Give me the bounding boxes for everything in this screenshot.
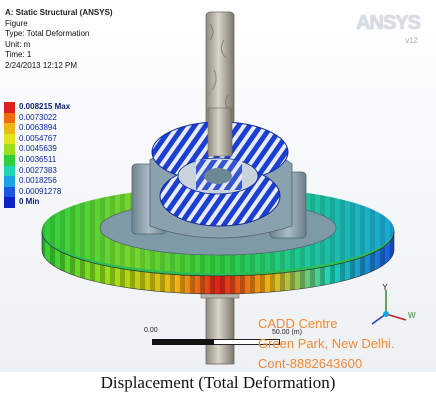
info-line-time: Time: 1 xyxy=(5,50,32,59)
legend-swatch xyxy=(4,165,15,177)
legend-label: 0.00091278 xyxy=(19,186,62,196)
legend-label: 0.0045639 xyxy=(19,144,57,154)
legend-swatch xyxy=(4,176,15,187)
legend-swatch xyxy=(4,123,15,134)
info-line-figure: Figure xyxy=(5,18,28,28)
legend-swatch xyxy=(4,186,15,198)
info-line-type: Type: Total Deformation xyxy=(5,29,90,38)
legend-label: 0.0054767 xyxy=(19,133,57,143)
watermark-line: Cont-8882643600 xyxy=(258,356,363,371)
watermark-line: Green Park, New Delhi. xyxy=(258,336,395,351)
info-line-date: 2/24/2013 12:12 PM xyxy=(5,60,78,70)
legend-label: 0.0063894 xyxy=(19,123,57,133)
legend-label: 0.0027383 xyxy=(19,165,57,175)
axis-triad[interactable]: Y W xyxy=(364,284,416,334)
legend-label: 0.0073022 xyxy=(19,112,57,122)
legend-swatch xyxy=(4,154,15,166)
legend-label-max: 0.008215 Max xyxy=(19,102,71,111)
legend-swatch xyxy=(4,133,15,145)
scale-bar-fill xyxy=(152,339,214,345)
legend-label: 0.0018256 xyxy=(19,176,57,186)
triad-y-label: Y xyxy=(382,284,388,292)
legend-swatch xyxy=(4,197,15,208)
graphics-viewport[interactable]: A: Static Structural (ANSYS) Figure Type… xyxy=(0,0,436,372)
legend-swatch xyxy=(4,102,15,113)
analysis-title: A: Static Structural (ANSYS) xyxy=(5,8,113,17)
triad-origin xyxy=(383,311,389,317)
triad-w-label: W xyxy=(408,311,416,320)
differential-gear-model[interactable] xyxy=(0,0,436,372)
x-axis-line xyxy=(385,313,407,321)
info-line-unit: Unit: m xyxy=(5,39,31,49)
ansys-logo: ANSYS xyxy=(356,12,421,34)
result-info-panel: A: Static Structural (ANSYS) Figure Type… xyxy=(5,8,113,71)
legend-label: 0.0036511 xyxy=(19,154,57,164)
legend-swatch xyxy=(4,112,15,124)
scale-max-label: 50.00 (m) xyxy=(272,329,302,336)
scale-min-label: 0.00 xyxy=(144,327,158,334)
legend-swatch xyxy=(4,144,15,155)
ansys-version: v12 xyxy=(405,36,418,45)
figure-caption: Displacement (Total Deformation) xyxy=(100,373,336,392)
watermark-line: CADD Centre xyxy=(258,316,338,331)
legend-label-min: 0 Min xyxy=(19,197,40,207)
watermark: CADD Centre Green Park, New Delhi. Cont-… xyxy=(258,314,395,372)
